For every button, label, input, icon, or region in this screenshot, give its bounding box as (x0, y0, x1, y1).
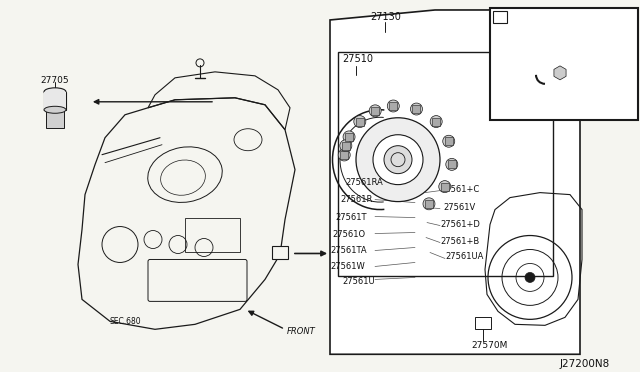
Bar (490, 8, 638, 120)
Bar (272, 247, 288, 259)
Bar (356, 118, 364, 126)
Text: 27130: 27130 (370, 12, 401, 22)
Circle shape (338, 149, 350, 161)
Circle shape (439, 181, 451, 193)
Circle shape (356, 118, 440, 202)
Bar (475, 317, 491, 329)
Text: 27561T: 27561T (335, 212, 367, 222)
Bar (445, 137, 452, 145)
Bar (44, 92, 66, 110)
Text: 27561+D: 27561+D (440, 219, 480, 228)
Text: 27561R: 27561R (340, 195, 372, 203)
Text: 27561V: 27561V (443, 203, 476, 212)
Bar (441, 183, 449, 190)
Text: 27561U: 27561U (342, 278, 374, 286)
Bar (493, 11, 507, 23)
Bar (432, 118, 440, 126)
Bar (46, 110, 64, 128)
Text: 27561W: 27561W (330, 263, 365, 272)
Bar (371, 107, 379, 115)
Circle shape (410, 103, 422, 115)
Bar (412, 105, 420, 113)
Bar (340, 151, 348, 159)
Bar (389, 102, 397, 110)
Text: A: A (496, 11, 504, 21)
Circle shape (423, 198, 435, 210)
Circle shape (354, 116, 366, 128)
Circle shape (443, 135, 455, 147)
Polygon shape (330, 10, 580, 354)
Bar (448, 160, 456, 169)
Bar (345, 133, 353, 141)
Circle shape (446, 158, 458, 170)
Text: 27561O: 27561O (332, 230, 365, 238)
Text: 27570M: 27570M (472, 341, 508, 350)
Text: A: A (276, 247, 284, 256)
Text: 27561+B: 27561+B (440, 237, 479, 246)
Circle shape (343, 131, 355, 143)
Ellipse shape (44, 106, 66, 113)
Text: 27510: 27510 (342, 54, 373, 64)
Text: 27130A: 27130A (545, 12, 577, 21)
Text: 27561RA: 27561RA (345, 178, 383, 187)
Bar (425, 200, 433, 208)
Circle shape (369, 105, 381, 117)
Text: 27561TA: 27561TA (330, 247, 367, 256)
Text: 27727L: 27727L (492, 96, 520, 105)
Bar (338, 52, 553, 276)
Text: 27705: 27705 (40, 76, 68, 85)
Text: J27200N8: J27200N8 (560, 359, 611, 369)
Text: 27054M: 27054M (570, 78, 601, 87)
Circle shape (525, 272, 535, 282)
Circle shape (340, 140, 352, 152)
Ellipse shape (44, 88, 66, 96)
Text: SEC.680: SEC.680 (109, 317, 141, 326)
Circle shape (387, 100, 399, 112)
Circle shape (384, 146, 412, 174)
Bar (342, 142, 350, 150)
Text: 27561UA: 27561UA (445, 253, 483, 262)
Text: FRONT: FRONT (287, 327, 316, 336)
Circle shape (430, 116, 442, 128)
Text: 27561+C: 27561+C (440, 185, 479, 193)
Bar (185, 218, 240, 253)
Circle shape (373, 135, 423, 185)
